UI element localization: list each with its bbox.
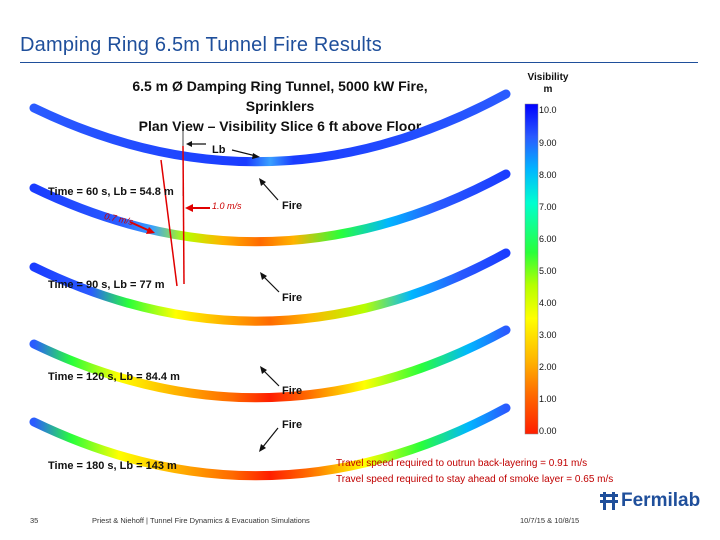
fire-arrowhead-4 bbox=[259, 444, 266, 452]
speed-line-left bbox=[160, 159, 178, 287]
fire-label-2: Fire bbox=[282, 292, 303, 304]
figure-title: 6.5 m Ø Damping Ring Tunnel, 5000 kW Fir… bbox=[100, 76, 460, 136]
lb-arrow-right bbox=[231, 149, 257, 157]
time-label-60s: Time = 60 s, Lb = 54.8 m bbox=[48, 186, 174, 198]
lb-arrowhead-left bbox=[186, 141, 192, 147]
legend-tick: 10.0 bbox=[539, 105, 557, 115]
fire-arrowhead-2 bbox=[260, 272, 267, 280]
legend-tick: 9.00 bbox=[539, 138, 557, 148]
slice-band-2 bbox=[29, 169, 511, 247]
legend-tick: 0.00 bbox=[539, 426, 557, 436]
fermilab-brand: Fermilab bbox=[621, 490, 701, 511]
lb-label: Lb bbox=[212, 144, 226, 156]
fire-label-4: Fire bbox=[282, 419, 303, 431]
slide-number: 35 bbox=[30, 516, 39, 525]
legend-title-line2: m bbox=[543, 84, 553, 95]
time-label-180s: Time = 180 s, Lb = 143 m bbox=[48, 460, 177, 472]
legend-tick: 5.00 bbox=[539, 266, 557, 276]
slice-band-3 bbox=[29, 248, 511, 326]
fire-arrowhead-1 bbox=[259, 178, 266, 186]
legend-title: Visibility m bbox=[522, 72, 574, 96]
legend-tick: 3.00 bbox=[539, 330, 557, 340]
note-outrun-backlayering: Travel speed required to outrun back-lay… bbox=[336, 458, 588, 469]
fire-arrow-4 bbox=[261, 427, 279, 449]
fermilab-logo-icon bbox=[600, 492, 618, 510]
legend-tick: 4.00 bbox=[539, 298, 557, 308]
slice-band-4 bbox=[29, 325, 511, 403]
time-label-120s: Time = 120 s, Lb = 84.4 m bbox=[48, 371, 180, 383]
fire-arrowhead-3 bbox=[260, 366, 267, 374]
fire-label-3: Fire bbox=[282, 385, 303, 397]
legend-colorbar bbox=[524, 103, 539, 435]
speed-line-right bbox=[182, 145, 185, 285]
speed-arrowhead-left bbox=[146, 227, 155, 234]
lb-arrowhead-right bbox=[252, 153, 260, 159]
speed-arrowhead-right bbox=[185, 204, 193, 212]
figure-title-line2: Plan View – Visibility Slice 6 ft above … bbox=[138, 118, 422, 134]
fire-label-1: Fire bbox=[282, 200, 303, 212]
legend-tick: 1.00 bbox=[539, 394, 557, 404]
fire-arrow-3 bbox=[262, 369, 280, 387]
title-divider bbox=[20, 62, 698, 63]
footer-citation: Priest & Niehoff | Tunnel Fire Dynamics … bbox=[92, 516, 310, 525]
slice-band-5 bbox=[29, 403, 511, 481]
note-stay-ahead-smoke: Travel speed required to stay ahead of s… bbox=[336, 474, 614, 485]
legend-tick: 6.00 bbox=[539, 234, 557, 244]
speed-label-right: 1.0 m/s bbox=[212, 201, 242, 211]
slice-band-1 bbox=[29, 89, 511, 167]
fire-arrow-2 bbox=[262, 275, 280, 293]
legend-tick: 7.00 bbox=[539, 202, 557, 212]
footer-date: 10/7/15 & 10/8/15 bbox=[520, 516, 580, 525]
legend-title-line1: Visibility bbox=[527, 72, 569, 83]
time-label-90s: Time = 90 s, Lb = 77 m bbox=[48, 279, 165, 291]
figure-title-line1: 6.5 m Ø Damping Ring Tunnel, 5000 kW Fir… bbox=[132, 78, 428, 114]
slide-title: Damping Ring 6.5m Tunnel Fire Results bbox=[20, 34, 382, 56]
legend-tick: 8.00 bbox=[539, 170, 557, 180]
legend-tick: 2.00 bbox=[539, 362, 557, 372]
speed-arrow-left bbox=[129, 221, 151, 232]
fire-arrow-1 bbox=[261, 181, 279, 201]
